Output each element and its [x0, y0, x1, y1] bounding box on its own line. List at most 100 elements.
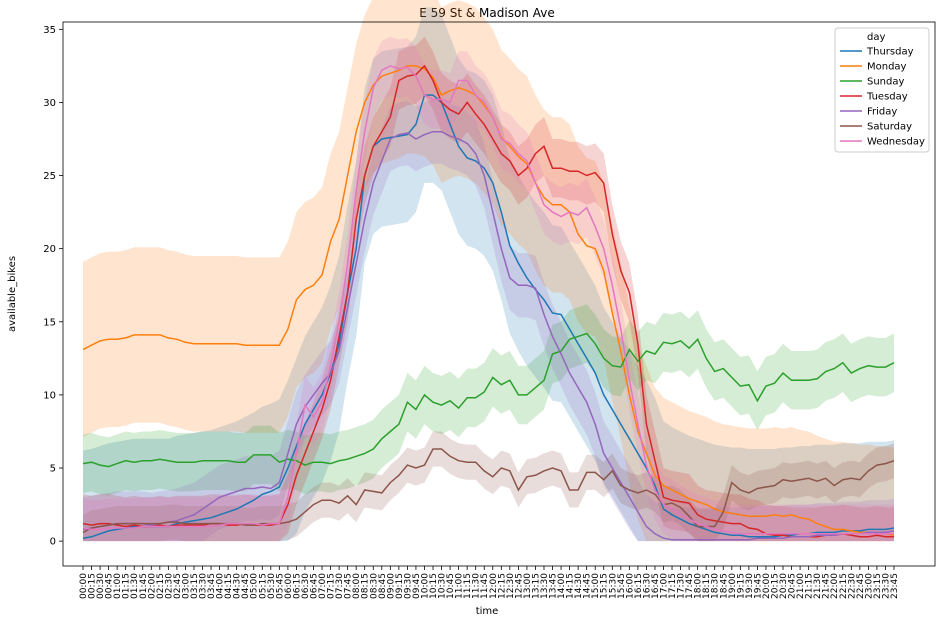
- x-tick-label: 18:30: [711, 573, 721, 599]
- x-tick-label: 14:15: [566, 573, 576, 599]
- x-tick-label: 03:15: [190, 573, 200, 599]
- x-tick-label: 22:30: [847, 573, 857, 599]
- x-tick-label: 01:45: [139, 573, 149, 599]
- line-saturday: [82, 448, 895, 534]
- x-tick-label: 11:30: [472, 573, 482, 599]
- x-tick-label: 05:30: [267, 573, 277, 599]
- x-tick-label: 02:00: [147, 573, 157, 599]
- y-tick-label: 20: [43, 244, 56, 255]
- legend-frame: [834, 27, 930, 153]
- x-tick-label: 18:45: [719, 573, 729, 599]
- x-tick-label: 20:30: [779, 573, 789, 599]
- x-tick-label: 08:00: [352, 573, 362, 599]
- band-wednesday: [83, 36, 894, 542]
- plot-area: [62, 21, 936, 567]
- legend: day Thursday Monday Sunday Tuesday Friday Satu…: [834, 27, 930, 153]
- x-tick-label: 02:45: [173, 573, 183, 599]
- x-tick-label: 09:00: [386, 573, 396, 599]
- x-tick-label: 09:45: [412, 573, 422, 599]
- x-tick-label: 02:15: [156, 573, 166, 599]
- x-tick-label: 21:45: [822, 573, 832, 599]
- y-tick-label: 25: [43, 171, 56, 182]
- legend-label-monday: Monday: [867, 62, 907, 73]
- x-tick-label: 10:30: [438, 573, 448, 599]
- x-tick-label: 07:30: [335, 573, 345, 599]
- x-tick-label: 04:30: [233, 573, 243, 599]
- y-tick-label: 15: [43, 317, 56, 328]
- line-friday: [82, 130, 895, 541]
- band-tuesday: [83, 36, 894, 542]
- series-lines: [82, 64, 895, 541]
- x-tick-label: 00:30: [96, 573, 106, 599]
- x-tick-label: 20:45: [788, 573, 798, 599]
- x-tick-label: 20:15: [771, 573, 781, 599]
- x-tick-label: 16:15: [634, 573, 644, 599]
- x-tick-label: 05:45: [275, 573, 285, 599]
- x-tick-label: 08:45: [378, 573, 388, 599]
- x-tick-label: 08:15: [361, 573, 371, 599]
- x-tick-label: 00:15: [88, 573, 98, 599]
- x-tick-label: 23:30: [882, 573, 892, 599]
- x-tick-label: 06:45: [310, 573, 320, 599]
- x-tick-label: 02:30: [164, 573, 174, 599]
- x-tick-label: 04:45: [241, 573, 251, 599]
- x-tick-label: 23:00: [864, 573, 874, 599]
- x-tick-label: 01:00: [113, 573, 123, 599]
- x-tick-label: 13:15: [532, 573, 542, 599]
- x-tick-label: 09:30: [403, 573, 413, 599]
- y-tick-label: 10: [43, 390, 56, 401]
- band-saturday: [83, 431, 894, 542]
- x-tick-label: 03:30: [199, 573, 209, 599]
- x-tick-label: 13:00: [523, 573, 533, 599]
- x-tick-label: 10:00: [421, 573, 431, 599]
- x-tick-label: 14:00: [557, 573, 567, 599]
- x-tick-label: 07:45: [344, 573, 354, 599]
- x-tick-label: 10:45: [446, 573, 456, 599]
- x-tick-label: 23:15: [873, 573, 883, 599]
- y-tick-label: 0: [50, 537, 56, 548]
- x-tick-label: 20:00: [762, 573, 772, 599]
- x-tick-label: 08:30: [369, 573, 379, 599]
- x-tick-label: 17:00: [660, 573, 670, 599]
- x-tick-label: 10:15: [429, 573, 439, 599]
- x-tick-label: 01:15: [122, 573, 132, 599]
- x-tick-label: 06:00: [284, 573, 294, 599]
- band-thursday: [83, 7, 894, 542]
- band-monday: [83, 0, 894, 542]
- x-tick-label: 16:45: [651, 573, 661, 599]
- line-wednesday: [82, 65, 894, 535]
- legend-label-wednesday: Wednesday: [867, 137, 925, 148]
- x-tick-label: 15:45: [617, 573, 627, 599]
- x-tick-label: 17:15: [668, 573, 678, 599]
- x-tick-label: 15:30: [608, 573, 618, 599]
- x-tick-label: 17:45: [685, 573, 695, 599]
- x-tick-label: 13:45: [549, 573, 559, 599]
- legend-label-friday: Friday: [867, 107, 897, 118]
- x-tick-label: 22:00: [830, 573, 840, 599]
- y-tick-label: 30: [43, 98, 56, 109]
- x-tick-label: 23:45: [890, 573, 900, 599]
- x-tick-label: 15:15: [600, 573, 610, 599]
- x-tick-label: 19:00: [728, 573, 738, 599]
- x-tick-label: 14:30: [574, 573, 584, 599]
- legend-label-saturday: Saturday: [867, 122, 912, 133]
- x-tick-label: 19:15: [736, 573, 746, 599]
- x-tick-label: 16:00: [625, 573, 635, 599]
- y-tick-label: 5: [50, 464, 56, 475]
- line-monday: [82, 65, 895, 537]
- x-axis-label: time: [476, 606, 499, 617]
- x-tick-label: 06:30: [301, 573, 311, 599]
- legend-title: day: [867, 32, 885, 43]
- x-tick-label: 03:45: [207, 573, 217, 599]
- confidence-bands: [83, 0, 894, 542]
- x-tick-label: 05:00: [250, 573, 260, 599]
- x-tick-label: 00:45: [105, 573, 115, 599]
- x-tick-label: 11:00: [455, 573, 465, 599]
- x-tick-label: 15:00: [591, 573, 601, 599]
- x-tick-label: 22:15: [839, 573, 849, 599]
- legend-label-sunday: Sunday: [867, 77, 904, 88]
- y-tick-label: 35: [43, 25, 56, 36]
- legend-label-thursday: Thursday: [866, 47, 914, 58]
- x-tick-label: 14:45: [583, 573, 593, 599]
